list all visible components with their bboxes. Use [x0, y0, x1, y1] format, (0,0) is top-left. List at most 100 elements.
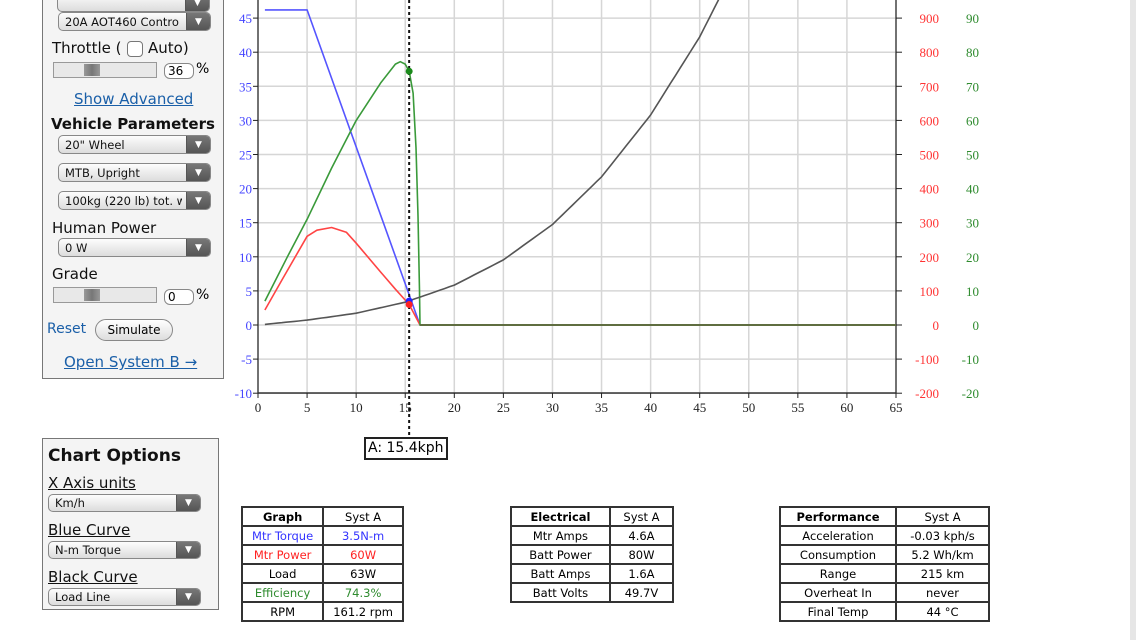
red-axis-tick-label: -200	[915, 386, 939, 401]
slider-thumb[interactable]	[84, 64, 100, 76]
table-row: Mtr Power 60W	[240, 544, 404, 565]
controller-select[interactable]: 20A AOT460 Contro ▼	[58, 12, 211, 31]
human-power-label: Human Power	[52, 219, 157, 237]
x-tick-label: 40	[644, 400, 657, 415]
blue-curve-select[interactable]: N-m Torque ▼	[48, 541, 201, 559]
bike-type-select[interactable]: MTB, Upright ▼	[58, 163, 211, 182]
row-value: 80W	[608, 544, 675, 565]
simulate-button[interactable]: Simulate	[95, 319, 173, 341]
table-row: Batt Volts 49.7V	[510, 582, 675, 603]
red-axis-tick-label: 500	[920, 148, 940, 163]
row-label: Load	[240, 563, 325, 584]
throttle-slider[interactable]	[53, 62, 157, 78]
chevron-down-icon: ▼	[186, 13, 210, 30]
human-power-select[interactable]: 0 W ▼	[58, 238, 211, 257]
green-axis-tick-label: 0	[973, 318, 980, 333]
green-axis-tick-label: 40	[966, 182, 979, 197]
red-axis-tick-label: 700	[920, 79, 940, 94]
red-axis-tick-label: -100	[915, 352, 939, 367]
x-tick-label: 55	[791, 400, 804, 415]
x-tick-label: 10	[350, 400, 363, 415]
motor-select[interactable]: ▼	[57, 0, 210, 12]
table-row: Performance Syst A	[778, 506, 990, 527]
x-tick-label: 20	[448, 400, 461, 415]
x-tick-label: 30	[546, 400, 559, 415]
cursor-speed-label: A: 15.4kph	[364, 437, 448, 460]
table-row: Graph Syst A	[240, 506, 404, 527]
x-tick-label: 65	[890, 400, 903, 415]
wheel-select[interactable]: 20" Wheel ▼	[58, 135, 211, 154]
left-tick-label: 10	[239, 250, 252, 265]
row-label: Electrical	[510, 506, 611, 527]
red-axis-tick-label: 800	[920, 45, 940, 60]
green-axis-tick-label: 30	[966, 216, 979, 231]
left-tick-label: 40	[239, 45, 252, 60]
x-axis-units-label: X Axis units	[48, 474, 136, 492]
slider-thumb[interactable]	[84, 289, 100, 301]
x-tick-label: 0	[255, 400, 262, 415]
row-label: Batt Volts	[510, 582, 611, 603]
throttle-input[interactable]: 36	[164, 63, 194, 79]
open-system-b-link[interactable]: Open System B →	[64, 353, 198, 371]
grade-input[interactable]: 0	[164, 289, 194, 305]
throttle-label: Throttle (	[52, 39, 122, 57]
table-row: Mtr Amps 4.6A	[510, 525, 675, 546]
row-value: 161.2 rpm	[322, 601, 404, 622]
chevron-down-icon: ▼	[176, 589, 200, 605]
series-line-blue	[264, 9, 896, 326]
chart-options-heading: Chart Options	[48, 446, 181, 466]
cursor-marker-red	[405, 301, 413, 309]
row-label: Batt Amps	[510, 563, 611, 584]
table-row: Batt Amps 1.6A	[510, 563, 675, 584]
graph-table: Graph Syst A Mtr Torque 3.5N-m Mtr Power 60W L…	[240, 506, 404, 622]
grade-slider[interactable]	[53, 287, 157, 303]
green-axis-tick-label: 60	[966, 113, 979, 128]
show-advanced-link[interactable]: Show Advanced	[74, 90, 194, 108]
green-axis-tick-label: 50	[966, 148, 979, 163]
row-value: 3.5N-m	[322, 525, 404, 546]
black-curve-label: Black Curve	[48, 568, 138, 586]
row-value: 1.6A	[608, 563, 675, 584]
table-row: Load 63W	[240, 563, 404, 584]
row-value: 4.6A	[608, 525, 675, 546]
row-label: Consumption	[778, 544, 898, 565]
red-axis-tick-label: 0	[933, 318, 940, 333]
row-value: 44 °C	[895, 601, 990, 622]
cursor-marker-green	[405, 67, 413, 75]
left-tick-label: 0	[246, 318, 253, 333]
green-axis-tick-label: 10	[966, 284, 979, 299]
percent-sign: %	[196, 287, 210, 303]
red-axis-tick-label: 100	[920, 284, 940, 299]
vehicle-parameters-heading: Vehicle Parameters	[51, 115, 215, 133]
scrollbar[interactable]	[1130, 0, 1136, 640]
table-row: Final Temp 44 °C	[778, 601, 990, 622]
red-axis-tick-label: 600	[920, 113, 940, 128]
x-tick-label: 35	[595, 400, 608, 415]
electrical-table: Electrical Syst A Mtr Amps 4.6A Batt Power 80…	[510, 506, 675, 603]
series-line-red	[264, 226, 896, 326]
table-row: Overheat In never	[778, 582, 990, 603]
row-label: Performance	[778, 506, 898, 527]
left-tick-label: 5	[246, 284, 253, 299]
reset-link[interactable]: Reset	[47, 321, 87, 337]
auto-throttle-checkbox[interactable]	[127, 41, 143, 57]
red-axis-tick-label: 400	[920, 182, 940, 197]
row-value: 5.2 Wh/km	[895, 544, 990, 565]
simulation-chart[interactable]: 0 5 10 15 20 25 30 35 40 45 50 55 60 65-10-5051015202…	[0, 0, 1136, 440]
row-value: 215 km	[895, 563, 990, 584]
weight-select[interactable]: 100kg (220 lb) tot. w ▼	[58, 191, 211, 210]
black-curve-select[interactable]: Load Line ▼	[48, 588, 201, 606]
x-axis-units-select[interactable]: Km/h ▼	[48, 494, 201, 512]
row-label: Graph	[240, 506, 325, 527]
x-tick-label: 60	[840, 400, 853, 415]
table-row: Batt Power 80W	[510, 544, 675, 565]
red-axis-tick-label: 200	[920, 250, 940, 265]
table-row: Acceleration -0.03 kph/s	[778, 525, 990, 546]
row-value: Syst A	[608, 506, 675, 527]
row-value: Syst A	[895, 506, 990, 527]
chevron-down-icon: ▼	[176, 495, 200, 511]
green-axis-tick-label: 20	[966, 250, 979, 265]
x-tick-label: 25	[497, 400, 510, 415]
system-a-parameters-panel: ▼ 20A AOT460 Contro ▼ Throttle ( Auto) 36…	[42, 0, 224, 379]
left-tick-label: 45	[239, 11, 252, 26]
